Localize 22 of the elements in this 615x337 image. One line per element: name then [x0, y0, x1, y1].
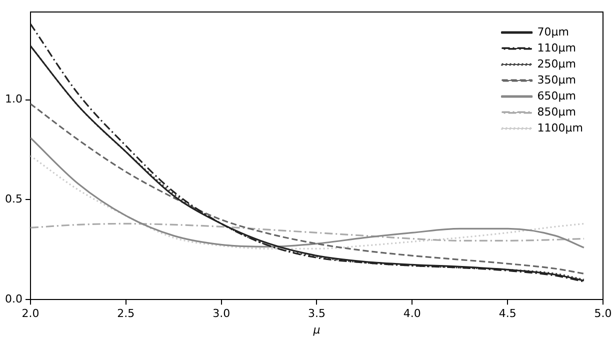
line-series: [30, 222, 585, 242]
x-tick-label: 2.0: [22, 307, 40, 320]
x-tick-label: 3.5: [308, 307, 326, 320]
y-tick-label: 1.0: [4, 92, 22, 106]
x-tick-label: 3.0: [212, 307, 230, 320]
line-series: [30, 137, 585, 248]
x-tick-label: 2.5: [117, 307, 135, 320]
line-series: [30, 103, 585, 274]
x-tick-label: 4.5: [498, 307, 516, 320]
x-axis-title: μ: [312, 323, 320, 336]
legend-label: 350μm: [537, 73, 576, 86]
legend-label: 70μm: [537, 25, 570, 38]
legend-label: 850μm: [537, 105, 576, 118]
x-tick-label: 4.0: [403, 307, 421, 320]
line-series: [30, 155, 585, 250]
y-tick-label: 0.5: [4, 192, 22, 206]
legend-label: 250μm: [537, 57, 576, 70]
x-tick-label: 5.0: [594, 307, 612, 320]
legend-label: 110μm: [537, 41, 576, 54]
y-tick-label: 0.0: [4, 292, 22, 306]
legend-label: 1100μm: [537, 121, 584, 134]
legend-label: 650μm: [537, 89, 576, 102]
